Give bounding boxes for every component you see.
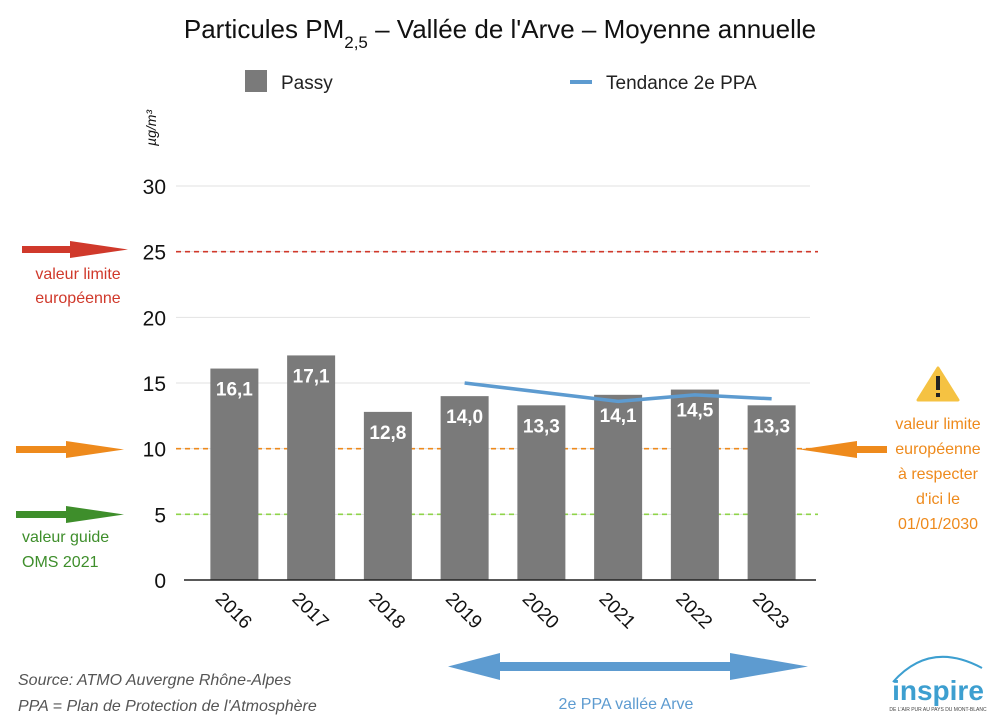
source-line: Source: ATMO Auvergne Rhône-Alpes [18,672,291,689]
x-tick-label: 2021 [595,589,640,634]
who-label-line1: valeur guide [22,529,109,546]
legend-label-passy: Passy [281,73,333,94]
bar-value-label: 13,3 [523,416,560,437]
inspire-logo: inspire DE L'AIR PUR AU PAYS DU MONT-BLA… [889,655,987,713]
bar-2016 [210,368,259,580]
eu-limit-label-line2: européenne [35,290,121,307]
eu-limit-label-line1: valeur limite [35,266,120,283]
x-tick-label: 2018 [364,589,409,634]
arrow-left-orange-icon [800,441,887,458]
annotation-eu-limit-2030-right: valeur limite européenne à respecter d'i… [800,366,981,533]
x-tick-label: 2020 [518,589,563,634]
eu-2030-label-line2: européenne [895,441,981,458]
x-tick-label: 2016 [211,589,256,634]
legend: Passy Tendance 2e PPA [245,70,757,94]
y-tick-label: 5 [154,504,166,527]
bar-value-label: 14,5 [676,401,713,422]
bar-value-label: 13,3 [753,416,790,437]
ppa-definition-line: PPA = Plan de Protection de l'Atmosphère [18,698,317,715]
double-arrow-icon [448,653,808,680]
y-tick-label: 10 [143,439,166,462]
bar-value-label: 16,1 [216,380,253,401]
legend-label-trend: Tendance 2e PPA [606,73,757,94]
x-tick-label: 2022 [671,589,716,634]
bar-2023 [747,405,796,580]
arrow-right-green-icon [16,506,124,523]
bar-value-label: 12,8 [369,423,406,444]
trend-line [464,381,772,404]
annotation-who-guideline: valeur guide OMS 2021 [16,506,124,571]
y-tick-label: 25 [143,242,166,265]
eu-2030-label-line5: 01/01/2030 [898,516,978,533]
warning-triangle-icon [916,366,960,402]
logo-mountain-arc-icon [892,655,983,683]
arrow-right-orange-icon [16,441,124,458]
bar-2022 [670,389,719,580]
bar-2018 [363,411,412,580]
bar-value-label: 14,0 [446,407,483,428]
annotation-eu-limit-25: valeur limite européenne [22,241,128,307]
eu-2030-label-line3: à respecter [898,466,979,483]
bar-value-label: 17,1 [293,366,330,387]
bar-2020 [517,405,566,580]
x-tick-label: 2023 [748,589,793,634]
legend-swatch-passy [245,70,267,92]
arrow-right-red-icon [22,241,128,258]
unit-label: µg/m³ [143,110,159,146]
line-series-trend [464,381,772,404]
chart-title: Particules PM2,5 – Vallée de l'Arve – Mo… [184,14,816,52]
eu-2030-label-line4: d'ici le [916,491,960,508]
y-tick-label: 15 [143,373,166,396]
logo-name: inspire [892,675,984,706]
eu-2030-label-line1: valeur limite [895,416,980,433]
bar-series-passy: 16,1 17,1 12,8 14,0 13,3 14,1 14,5 13,3 [210,355,796,580]
bar-value-label: 14,1 [600,406,637,427]
bar-2017 [287,355,336,580]
ppa-period-annotation: 2e PPA vallée Arve [448,653,808,713]
y-tick-label: 20 [143,307,166,330]
who-label-line2: OMS 2021 [22,554,99,571]
bar-2019 [440,396,489,580]
annotation-eu-limit-2030-left [16,441,124,458]
logo-tagline: DE L'AIR PUR AU PAYS DU MONT-BLANC [889,707,987,713]
x-tick-label: 2017 [288,589,333,634]
y-tick-label: 0 [154,570,166,593]
y-tick-label: 30 [143,176,166,199]
x-tick-label: 2019 [441,589,486,634]
bar-2021 [594,394,643,580]
ppa-period-label: 2e PPA vallée Arve [559,696,694,713]
